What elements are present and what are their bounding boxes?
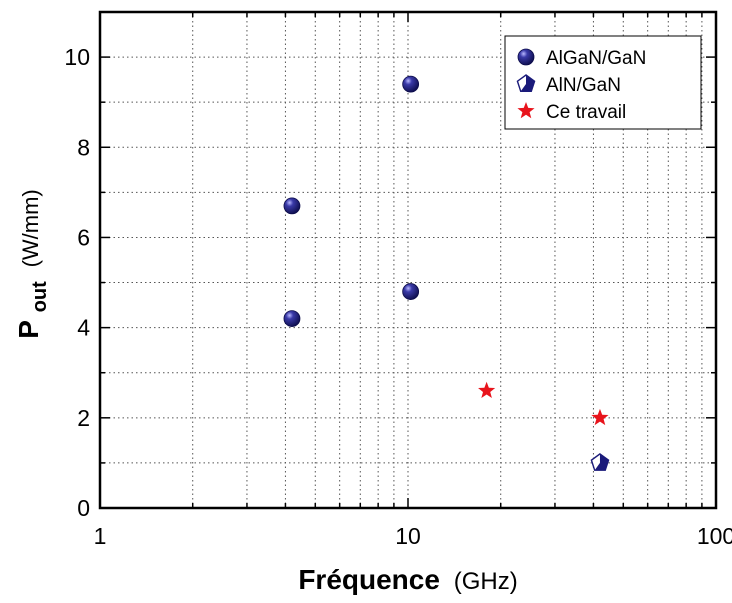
x-tick-label: 10 xyxy=(395,523,421,549)
legend-marker-0 xyxy=(517,48,535,66)
legend-label-2: Ce travail xyxy=(546,102,626,123)
y-axis-label: P out (W/mm) xyxy=(13,189,52,339)
y-axis-label-subscript: out xyxy=(29,281,51,312)
data-point-series-0-2 xyxy=(402,75,420,93)
y-tick-label: 2 xyxy=(77,405,90,431)
y-tick-label: 4 xyxy=(77,315,90,341)
plot-frame xyxy=(98,10,718,510)
legend-box xyxy=(504,35,702,130)
x-tick-label: 100 xyxy=(697,523,732,549)
data-point-series-0-3 xyxy=(402,283,420,300)
y-axis-label-base: P xyxy=(13,320,44,339)
y-axis-label-unit: (W/mm) xyxy=(18,189,43,267)
data-point-series-1-0 xyxy=(590,453,610,471)
data-points xyxy=(283,75,610,471)
x-tick-label: 1 xyxy=(94,523,107,549)
legend: AlGaN/GaN AlN/GaN Ce travail xyxy=(504,35,702,130)
legend-label-0: AlGaN/GaN xyxy=(546,48,646,69)
y-tick-label: 8 xyxy=(77,134,90,160)
y-tick-label: 10 xyxy=(64,44,90,70)
data-point-series-0-0 xyxy=(283,197,301,215)
legend-marker-2 xyxy=(517,102,535,119)
x-axis-label: Fréquence (GHz) xyxy=(298,564,517,595)
y-tick-label: 0 xyxy=(77,495,90,521)
data-point-series-2-1 xyxy=(591,408,609,426)
tick-labels: 1 10 100 0 2 4 6 8 10 xyxy=(64,44,732,549)
data-point-series-2-0 xyxy=(478,381,496,399)
x-axis-label-main: Fréquence xyxy=(298,564,440,595)
x-axis-label-unit: (GHz) xyxy=(454,568,518,595)
legend-marker-1 xyxy=(516,74,536,92)
legend-label-1: AlN/GaN xyxy=(546,75,621,96)
y-tick-label: 6 xyxy=(77,224,90,250)
data-point-series-0-1 xyxy=(283,310,301,328)
